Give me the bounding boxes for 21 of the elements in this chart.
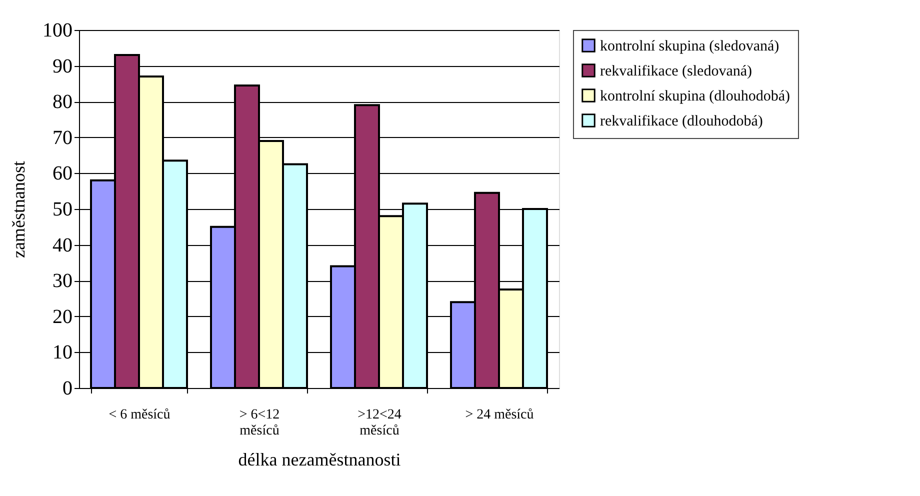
y-tick-label: 10	[52, 342, 72, 364]
y-tick-label: 80	[52, 91, 72, 114]
x-tick-label: < 6 měsíců	[108, 408, 170, 422]
y-axis-title: zaměstnanost	[8, 161, 28, 258]
y-tick-label: 60	[52, 162, 72, 185]
legend-label: rekvalifikace (dlouhodobá)	[600, 114, 763, 130]
x-tick-label: > 6<12 měsíců	[239, 408, 280, 438]
x-tick-label: > 24 měsíců	[465, 408, 534, 422]
x-tick-label: >12<24 měsíců	[358, 408, 402, 438]
y-tick-label: 40	[52, 234, 72, 256]
y-tick-label: 20	[52, 306, 72, 328]
legend-label: kontrolní skupina (sledovaná)	[600, 38, 780, 54]
y-tick-label: 50	[52, 198, 72, 220]
y-tick-label: 30	[52, 270, 72, 292]
legend-label: rekvalifikace (sledovaná)	[600, 64, 752, 80]
y-tick-label: 100	[42, 20, 72, 42]
x-axis-title: délka nezaměstnanosti	[238, 450, 401, 470]
y-tick-label: 90	[52, 55, 72, 78]
legend-label: kontrolní skupina (dlouhodobá)	[600, 88, 790, 104]
y-tick-label: 70	[52, 126, 72, 149]
y-tick-label: 0	[62, 378, 72, 400]
